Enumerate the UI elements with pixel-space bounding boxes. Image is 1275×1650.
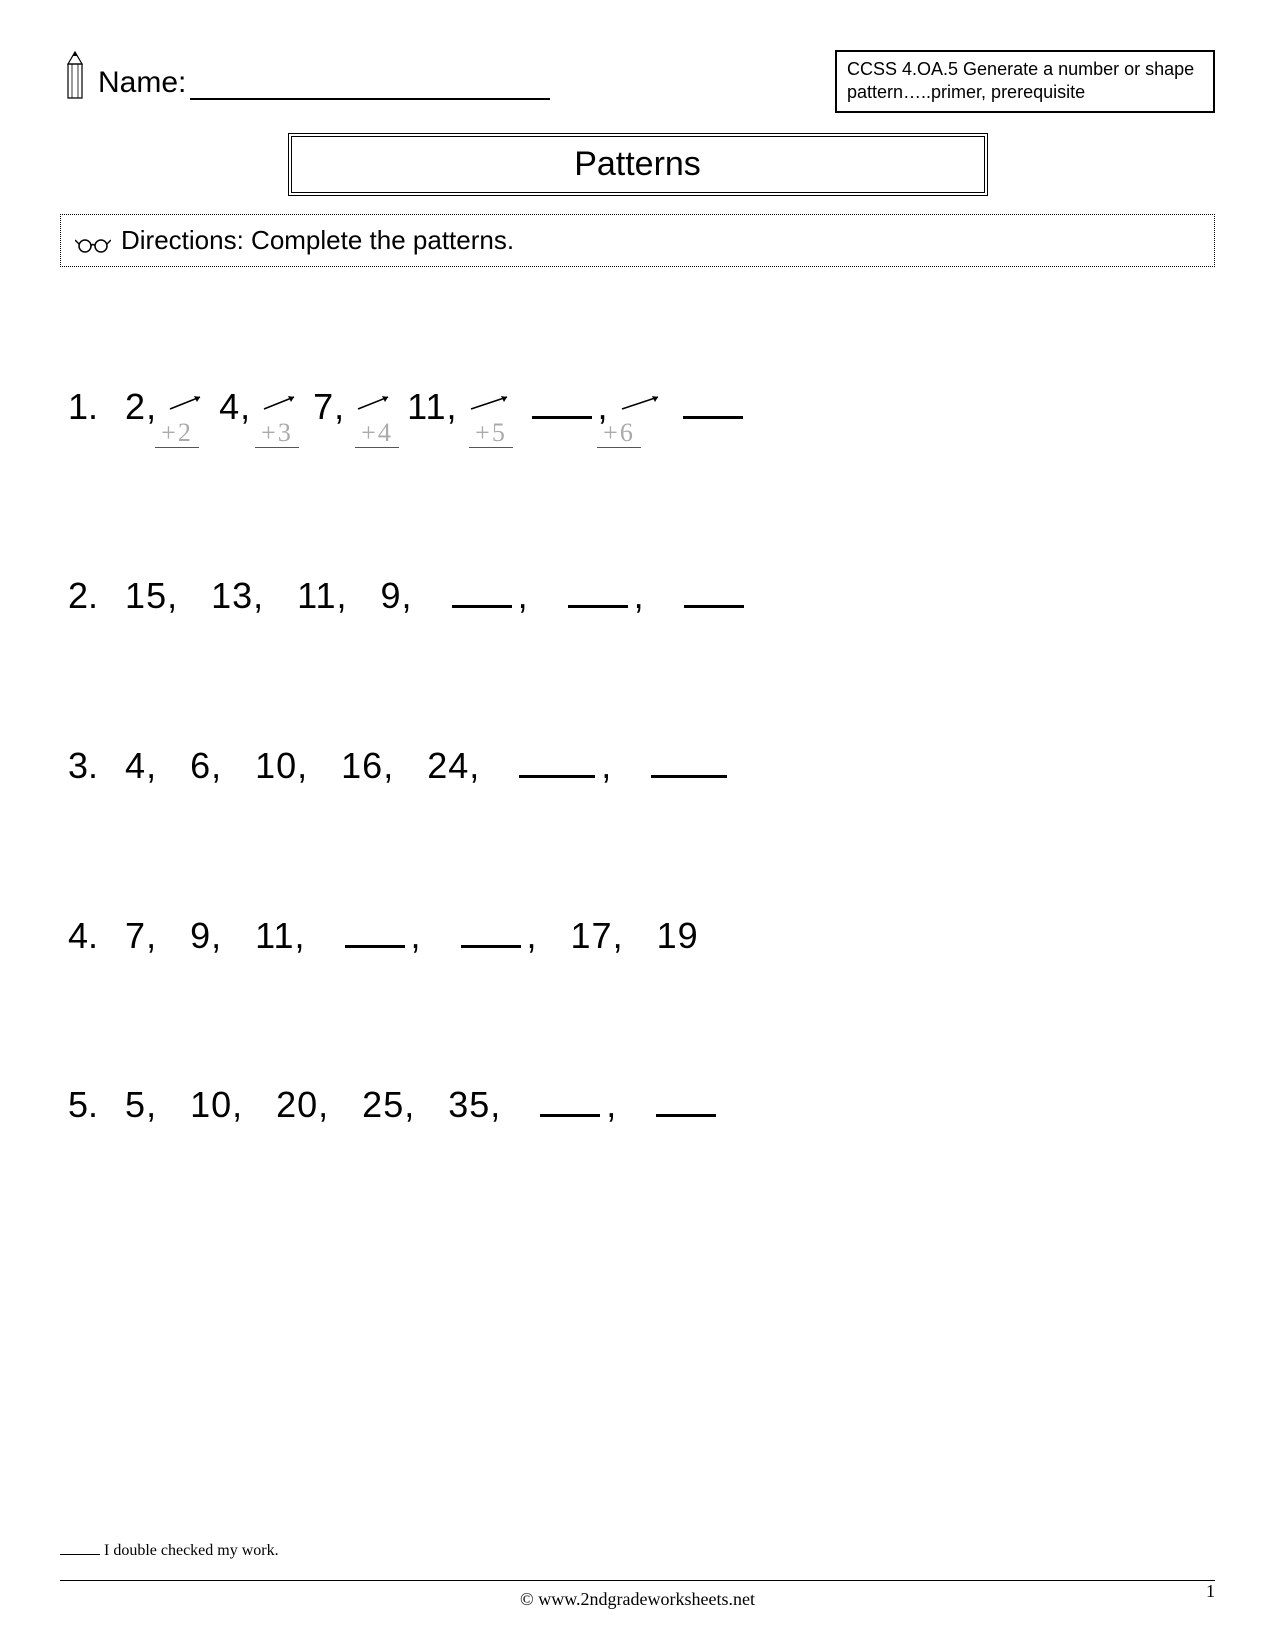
answer-blank[interactable] [540,1114,600,1117]
hint-text: +5 [469,419,513,449]
arrow-icon [262,393,302,413]
problem-2: 2. 15, 13, 11, 9, , , [68,576,1215,616]
arrow-icon [356,393,396,413]
hint-text: +2 [155,419,199,449]
problem-sequence: 5, 10, 20, 25, 35, , [114,1084,722,1125]
name-label: Name: [98,66,186,100]
answer-blank[interactable] [656,1114,716,1117]
directions-text: Directions: Complete the patterns. [121,225,514,256]
hint-text: +3 [255,419,299,449]
pencil-icon [60,50,90,100]
answer-blank[interactable] [452,605,512,608]
copyright-text: © www.2ndgradeworksheets.net [520,1589,755,1610]
problem-1: 1. 2, 4, 7, 11, , +2 +3 +4 +5 +6 [68,387,1215,427]
standard-box: CCSS 4.OA.5 Generate a number or shape p… [835,50,1215,113]
answer-blank[interactable] [651,775,727,778]
problem-sequence: 7, 9, 11, , , 17, 19 [114,915,699,956]
problem-number: 4. [68,915,98,956]
problem-3: 3. 4, 6, 10, 16, 24, , [68,746,1215,786]
name-input-line[interactable] [190,98,550,100]
problem-number: 2. [68,575,98,616]
problem-sequence: 4, 6, 10, 16, 24, , [114,745,733,786]
problem-number: 5. [68,1084,98,1125]
problem-number: 3. [68,745,98,786]
problem-sequence: 15, 13, 11, 9, , , [114,575,750,616]
check-text: I double checked my work. [104,1542,279,1559]
glasses-icon [75,230,111,250]
answer-blank[interactable] [683,416,743,419]
problem-number: 1. [68,386,98,427]
answer-blank[interactable] [684,605,744,608]
problem-5: 5. 5, 10, 20, 25, 35, , [68,1085,1215,1125]
page-number: 1 [1206,1581,1215,1602]
answer-blank[interactable] [519,775,595,778]
name-section: Name: [60,50,550,100]
hint-row: +2 +3 +4 +5 +6 [142,419,654,449]
arrow-icon [469,393,515,413]
answer-blank[interactable] [461,945,521,948]
directions-box: Directions: Complete the patterns. [60,214,1215,267]
answer-blank[interactable] [345,945,405,948]
problem-4: 4. 7, 9, 11, , , 17, 19 [68,916,1215,956]
hint-text: +6 [597,419,641,449]
arrow-icon [168,393,208,413]
header-row: Name: CCSS 4.OA.5 Generate a number or s… [60,50,1215,113]
footer-bar: © www.2ndgradeworksheets.net 1 [60,1580,1215,1610]
check-blank[interactable] [60,1554,100,1555]
worksheet-title: Patterns [288,133,988,196]
problems-list: 1. 2, 4, 7, 11, , +2 +3 +4 +5 +6 2. 15, … [60,387,1215,1125]
answer-blank[interactable] [568,605,628,608]
arrow-icon [620,393,666,413]
hint-text: +4 [355,419,399,449]
footer-check: I double checked my work. [60,1542,279,1560]
